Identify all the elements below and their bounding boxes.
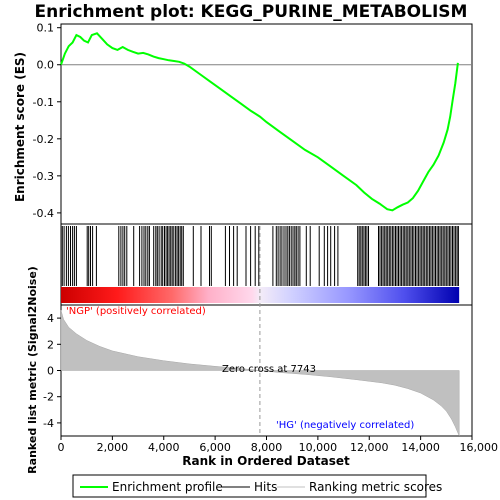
metric-tick-label: 2 [47, 338, 54, 351]
metric-tick-label: 0 [47, 365, 54, 378]
es-tick-label: -0.3 [33, 170, 54, 183]
metric-axis-label: Ranked list metric (Signal2Noise) [26, 266, 39, 474]
x-tick-label: 0 [58, 441, 65, 454]
zero-cross-label: Zero cross at 7743 [222, 364, 316, 375]
x-tick-label: 4,000 [148, 441, 180, 454]
x-axis-label: Rank in Ordered Dataset [182, 454, 350, 468]
legend-hits-label: Hits [254, 480, 277, 494]
es-panel [60, 23, 473, 225]
x-tick-label: 12,000 [350, 441, 389, 454]
x-tick-label: 14,000 [401, 441, 440, 454]
legend-metric-label: Ranking metric scores [309, 480, 442, 494]
metric-tick-label: -4 [43, 417, 54, 430]
metric-tick-label: -2 [43, 391, 54, 404]
legend [72, 474, 427, 498]
es-tick-label: -0.2 [33, 133, 54, 146]
metric-tick-label: 4 [47, 312, 54, 325]
legend-enrichment-label: Enrichment profile [112, 480, 223, 494]
chart-title: Enrichment plot: KEGG_PURINE_METABOLISM [35, 2, 468, 22]
es-tick-label: -0.4 [33, 207, 54, 220]
rank-heatmap-bar [61, 287, 460, 303]
es-tick-label: 0.0 [37, 59, 55, 72]
x-tick-label: 8,000 [251, 441, 283, 454]
x-axis: 0 2,000 4,000 6,000 8,000 10,000 12,000 14,000 1… [58, 436, 499, 454]
x-tick-label: 2,000 [97, 441, 129, 454]
negative-label: 'HG' (negatively correlated) [276, 420, 414, 431]
es-tick-label: -0.1 [33, 96, 54, 109]
positive-label: 'NGP' (positively correlated) [66, 306, 206, 317]
ranking-metric-area [60, 310, 460, 437]
hits-marks [61, 226, 459, 286]
es-tick-label: 0.1 [37, 22, 55, 35]
es-axis-label: Enrichment score (ES) [13, 52, 27, 202]
x-tick-label: 6,000 [199, 441, 231, 454]
x-tick-label: 10,000 [299, 441, 338, 454]
enrichment-profile-line [60, 32, 459, 212]
es-y-axis: 0.1 0.0 -0.1 -0.2 -0.3 -0.4 [33, 22, 61, 220]
metric-y-axis: 4 2 0 -2 -4 [43, 312, 61, 430]
x-tick-label: 16,000 [460, 441, 499, 454]
